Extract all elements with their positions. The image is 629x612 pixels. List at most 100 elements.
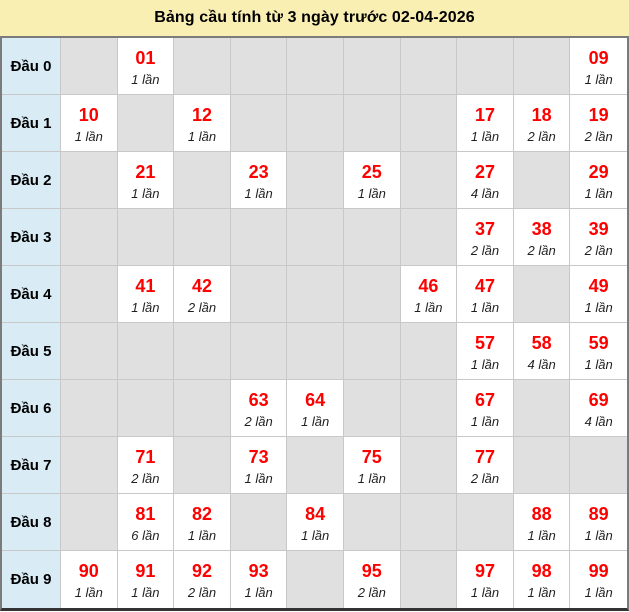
times-label: 2 lần <box>187 585 217 600</box>
number-cell: 95 2 lần <box>343 551 401 608</box>
times-label: 1 lần <box>74 128 103 144</box>
times-label: 1 lần <box>301 413 330 429</box>
row-label: Đầu 4 <box>2 266 61 323</box>
table-row: Đầu 1 10 1 lần 12 1 lần 17 1 lần 18 2 lần 19 2 lần <box>2 95 627 152</box>
times-label: 2 lần <box>244 413 273 429</box>
times-label: 1 lần <box>527 527 556 543</box>
number-cell: 88 1 lần <box>513 494 571 551</box>
times-label: 2 lần <box>470 470 500 486</box>
times-label: 1 lần <box>131 585 160 600</box>
lotto-number: 59 <box>588 332 609 353</box>
lotto-number: 25 <box>361 161 382 182</box>
empty-cell <box>61 152 118 209</box>
times-label: 2 lần <box>131 470 160 486</box>
table-title: Bảng cầu tính từ 3 ngày trước 02-04-2026 <box>154 9 475 26</box>
number-cell: 57 1 lần <box>457 323 514 380</box>
empty-cell <box>287 95 344 152</box>
lotto-number: 47 <box>474 275 495 296</box>
lotto-number: 37 <box>474 218 495 239</box>
number-cell: 73 1 lần <box>230 437 288 494</box>
table-row: Đầu 0 01 1 lần 09 1 lần <box>2 38 627 95</box>
table-row: Đầu 5 57 1 lần 58 4 lần 59 1 lần <box>2 323 627 380</box>
lotto-number: 21 <box>135 161 156 182</box>
number-cell: 93 1 lần <box>230 551 288 608</box>
number-cell: 75 1 lần <box>343 437 401 494</box>
lotto-number: 12 <box>191 104 212 125</box>
lotto-number: 42 <box>191 275 212 296</box>
empty-cell <box>343 209 401 266</box>
lotto-number: 39 <box>588 218 609 239</box>
times-label: 4 lần <box>527 356 556 372</box>
lotto-number: 46 <box>418 275 439 296</box>
number-cell: 23 1 lần <box>230 152 288 209</box>
number-cell: 17 1 lần <box>457 95 514 152</box>
times-label: 1 lần <box>131 299 160 315</box>
times-label: 1 lần <box>187 128 217 144</box>
lotto-number: 98 <box>531 561 552 581</box>
number-cell: 99 1 lần <box>570 551 627 608</box>
empty-cell <box>513 152 571 209</box>
row-label: Đầu 9 <box>2 551 61 608</box>
times-label: 1 lần <box>584 527 613 543</box>
table-row: Đầu 8 81 6 lần 82 1 lần 84 1 lần 88 1 lần 89 1 lần <box>2 494 627 551</box>
lotto-number: 19 <box>588 104 609 125</box>
times-label: 2 lần <box>357 585 386 600</box>
times-label: 1 lần <box>527 585 556 600</box>
empty-cell <box>230 494 288 551</box>
number-cell: 81 6 lần <box>117 494 175 551</box>
empty-cell <box>287 323 344 380</box>
times-label: 1 lần <box>584 585 613 600</box>
empty-cell <box>117 95 175 152</box>
lotto-number: 29 <box>588 161 609 182</box>
number-cell: 39 2 lần <box>570 209 627 266</box>
times-label: 1 lần <box>584 299 613 315</box>
lotto-number: 93 <box>248 561 269 581</box>
lotto-number: 41 <box>135 275 156 296</box>
lotto-number: 88 <box>531 503 552 524</box>
lotto-number: 73 <box>248 446 269 467</box>
empty-cell <box>287 266 344 323</box>
lotto-number: 81 <box>135 503 156 524</box>
lotto-number: 91 <box>135 561 156 581</box>
number-cell: 09 1 lần <box>570 38 627 95</box>
number-cell: 58 4 lần <box>513 323 571 380</box>
empty-cell <box>61 38 118 95</box>
times-label: 2 lần <box>584 128 613 144</box>
number-cell: 18 2 lần <box>513 95 571 152</box>
number-cell: 97 1 lần <box>457 551 514 608</box>
empty-cell <box>61 323 118 380</box>
times-label: 6 lần <box>131 527 160 543</box>
cau-table: Đầu 0 01 1 lần 09 1 lần Đầu 1 10 1 lần 12 1 lần 17… <box>0 36 629 611</box>
lotto-number: 84 <box>305 503 326 524</box>
empty-cell <box>400 494 458 551</box>
number-cell: 25 1 lần <box>343 152 401 209</box>
number-cell: 19 2 lần <box>570 95 627 152</box>
times-label: 1 lần <box>131 71 160 87</box>
number-cell: 29 1 lần <box>570 152 627 209</box>
times-label: 1 lần <box>584 185 613 201</box>
number-cell: 38 2 lần <box>513 209 571 266</box>
table-header-bar: Bảng cầu tính từ 3 ngày trước 02-04-2026 <box>0 0 629 36</box>
number-cell: 49 1 lần <box>570 266 627 323</box>
lotto-number: 99 <box>588 561 609 581</box>
lotto-number: 71 <box>135 446 156 467</box>
number-cell: 82 1 lần <box>174 494 231 551</box>
lotto-number: 09 <box>588 47 609 68</box>
times-label: 2 lần <box>527 242 556 258</box>
number-cell: 01 1 lần <box>117 38 175 95</box>
times-label: 2 lần <box>527 128 556 144</box>
row-label: Đầu 0 <box>2 38 61 95</box>
number-cell: 63 2 lần <box>230 380 288 437</box>
lotto-number: 82 <box>191 503 212 524</box>
table-row: Đầu 6 63 2 lần 64 1 lần 67 1 lần 69 4 lần <box>2 380 627 437</box>
empty-cell <box>287 551 344 608</box>
number-cell: 59 1 lần <box>570 323 627 380</box>
times-label: 1 lần <box>74 585 103 600</box>
empty-cell <box>117 209 175 266</box>
empty-cell <box>343 266 401 323</box>
row-label: Đầu 2 <box>2 152 61 209</box>
number-cell: 10 1 lần <box>61 95 118 152</box>
empty-cell <box>400 437 458 494</box>
table-row: Đầu 2 21 1 lần 23 1 lần 25 1 lần 27 4 lần 29 1 lần <box>2 152 627 209</box>
times-label: 1 lần <box>244 470 273 486</box>
